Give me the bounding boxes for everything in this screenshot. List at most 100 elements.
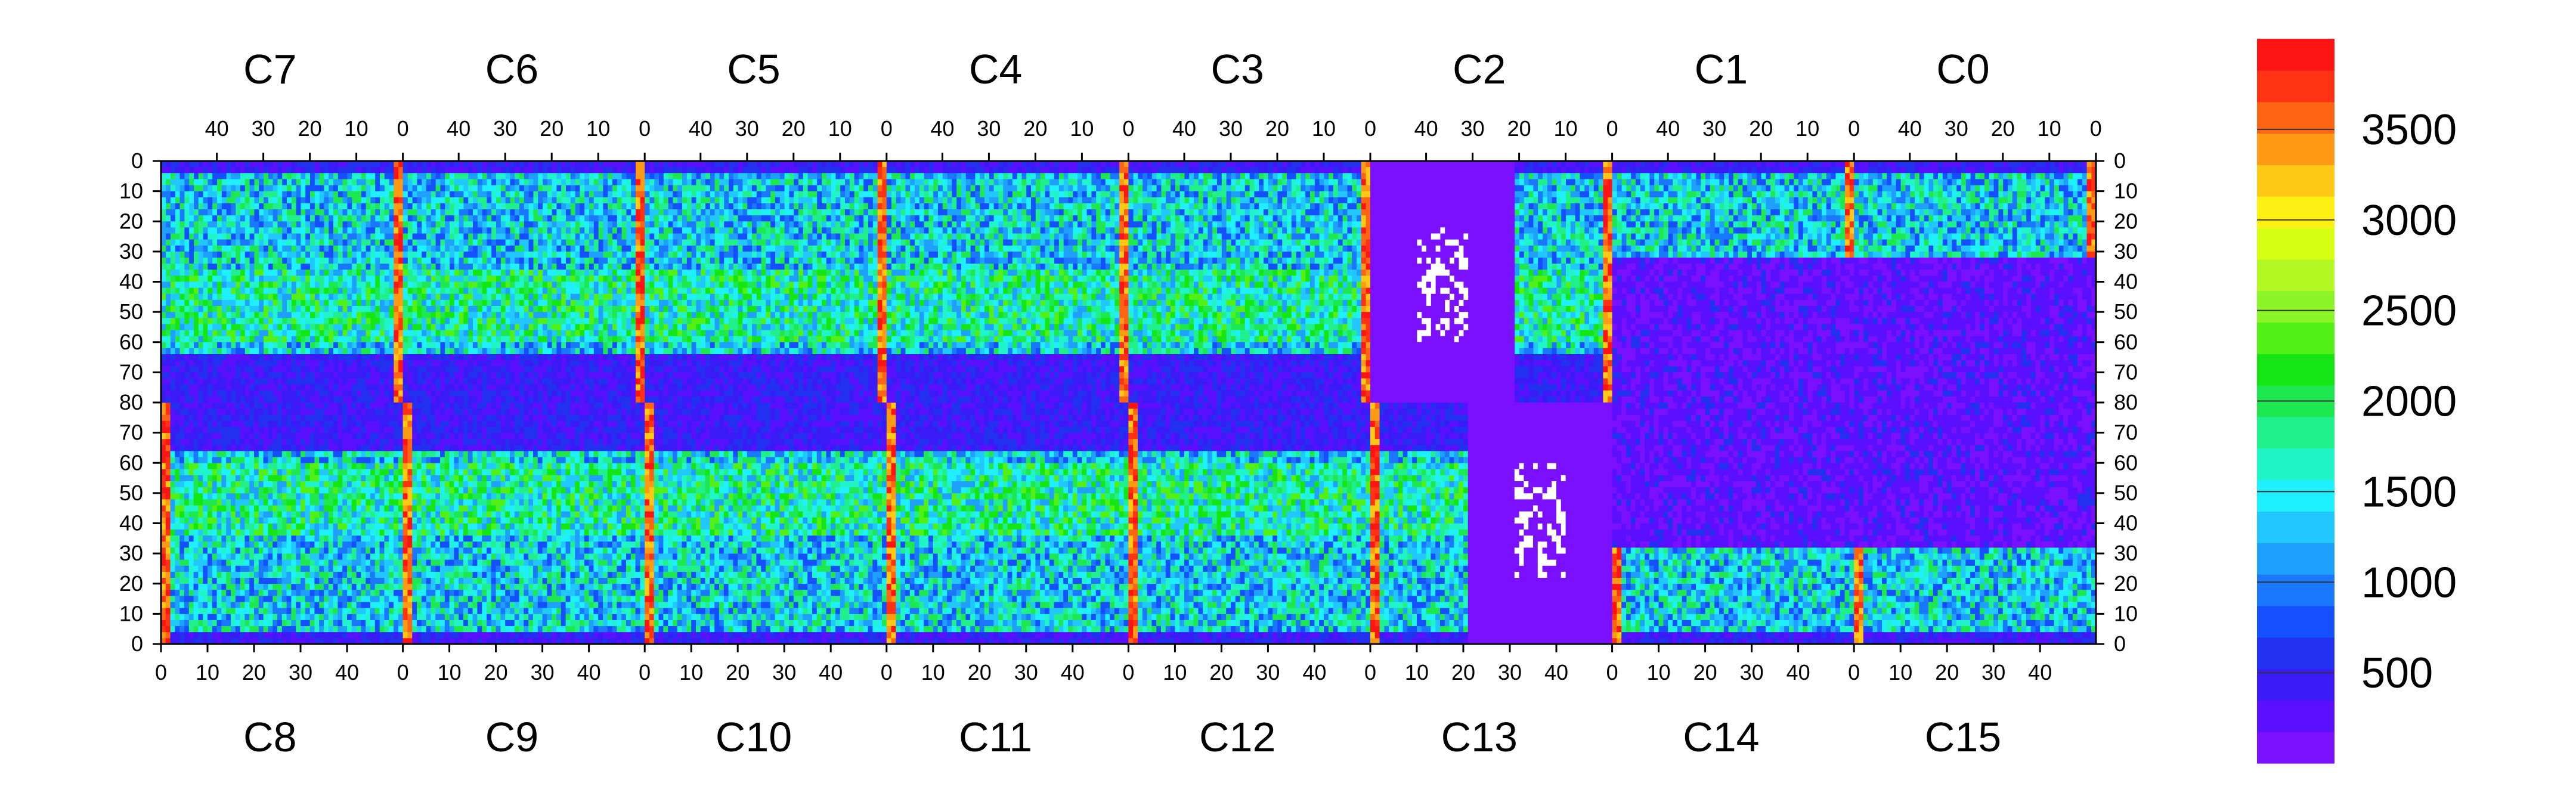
heatmap-cell — [291, 632, 296, 639]
heatmap-cell — [301, 596, 305, 602]
heatmap-cell — [203, 463, 208, 469]
heatmap-cell — [236, 185, 240, 192]
heatmap-cell — [231, 366, 236, 373]
heatmap-cell — [221, 379, 226, 385]
heatmap-cell — [249, 179, 254, 185]
heatmap-cell — [203, 524, 208, 530]
heatmap-cell — [352, 191, 357, 198]
heatmap-cell — [310, 451, 315, 457]
heatmap-cell — [264, 481, 268, 488]
heatmap-cell — [236, 197, 240, 204]
heatmap-cell — [333, 336, 338, 343]
heatmap-cell — [333, 282, 338, 289]
heatmap-cell — [217, 246, 222, 252]
heatmap-cell — [389, 264, 394, 270]
heatmap-cell — [305, 499, 310, 506]
heatmap-cell — [301, 524, 305, 530]
heatmap-cell — [342, 185, 347, 192]
heatmap-cell — [394, 258, 398, 264]
heatmap-cell — [212, 408, 217, 415]
heatmap-cell — [259, 481, 264, 488]
heatmap-cell — [357, 379, 361, 385]
heatmap-cell — [324, 505, 329, 512]
heatmap-cell — [189, 608, 194, 614]
heatmap-cell — [342, 306, 347, 312]
heatmap-cell — [380, 282, 385, 289]
heatmap-cell — [273, 596, 277, 602]
heatmap-cell — [198, 487, 203, 494]
heatmap-cell — [254, 246, 259, 252]
heatmap-cell — [273, 578, 277, 584]
heatmap-cell — [249, 240, 254, 246]
heatmap-cell — [259, 360, 264, 367]
heatmap-cell — [329, 590, 333, 596]
heatmap-cell — [314, 324, 319, 330]
heatmap-cell — [384, 270, 389, 276]
heatmap-cell — [352, 632, 357, 639]
heatmap-cell — [380, 264, 385, 270]
heatmap-cell — [314, 475, 319, 482]
heatmap-cell — [268, 559, 273, 566]
heatmap-cell — [259, 414, 264, 421]
heatmap-cell — [301, 481, 305, 488]
heatmap-cell — [254, 614, 259, 620]
heatmap-cell — [296, 246, 301, 252]
heatmap-cell — [217, 342, 222, 349]
heatmap-cell — [305, 475, 310, 482]
heatmap-cell — [352, 596, 357, 602]
heatmap-cell — [296, 324, 301, 330]
heatmap-cell — [194, 530, 199, 536]
heatmap-cell — [175, 578, 179, 584]
heatmap-cell — [203, 402, 208, 409]
heatmap-cell — [226, 209, 231, 216]
heatmap-cell — [324, 547, 329, 554]
heatmap-cell — [287, 547, 292, 554]
heatmap-cell — [254, 572, 259, 578]
heatmap-cell — [171, 632, 175, 639]
heatmap-cell — [264, 360, 268, 367]
heatmap-cell — [333, 414, 338, 421]
heatmap-cell — [166, 596, 171, 602]
heatmap-cell — [259, 264, 264, 270]
heatmap-cell — [301, 632, 305, 639]
heatmap-cell — [352, 547, 357, 554]
heatmap-cell — [273, 360, 277, 367]
heatmap-cell — [361, 191, 366, 198]
heatmap-cell — [231, 559, 236, 566]
heatmap-cell — [324, 372, 329, 379]
heatmap-cell — [184, 553, 189, 560]
heatmap-cell — [314, 420, 319, 427]
heatmap-cell — [236, 414, 240, 421]
heatmap-cell — [236, 336, 240, 343]
heatmap-cell — [189, 614, 194, 620]
heatmap-cell — [254, 209, 259, 216]
heatmap-cell — [319, 535, 324, 542]
heatmap-cell — [231, 499, 236, 506]
heatmap-cell — [338, 179, 342, 185]
heatmap-cell — [305, 221, 310, 228]
heatmap-cell — [282, 427, 287, 434]
heatmap-cell — [394, 336, 398, 343]
heatmap-cell — [189, 414, 194, 421]
heatmap-cell — [301, 511, 305, 518]
heatmap-cell — [324, 203, 329, 210]
heatmap-cell — [394, 234, 398, 240]
heatmap-cell — [347, 203, 352, 210]
heatmap-cell — [329, 330, 333, 337]
heatmap-cell — [264, 306, 268, 312]
heatmap-cell — [236, 191, 240, 198]
heatmap-cell — [179, 559, 184, 566]
heatmap-cell — [338, 517, 342, 524]
heatmap-cell — [287, 209, 292, 216]
heatmap-cell — [287, 185, 292, 192]
heatmap-cell — [314, 487, 319, 494]
heatmap-cell — [244, 391, 249, 397]
heatmap-cell — [198, 457, 203, 463]
heatmap-cell — [380, 191, 385, 198]
heatmap-cell — [305, 342, 310, 349]
heatmap-cell — [217, 517, 222, 524]
heatmap-cell — [231, 300, 236, 306]
heatmap-cell — [319, 547, 324, 554]
heatmap-cell — [347, 258, 352, 264]
heatmap-cell — [221, 270, 226, 276]
